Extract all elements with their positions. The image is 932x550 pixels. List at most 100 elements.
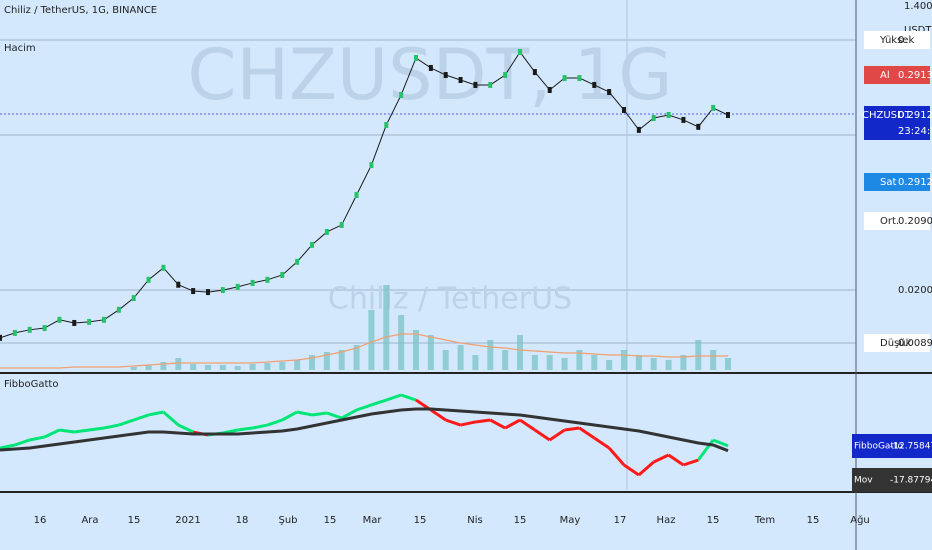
- volume-bar: [338, 350, 345, 370]
- candle: [324, 228, 329, 235]
- candle: [399, 91, 404, 98]
- volume-bar: [309, 355, 315, 370]
- volume-bar: [635, 355, 642, 370]
- fibbo-segment: [400, 393, 417, 402]
- volume-bar: [442, 350, 449, 370]
- candle: [131, 295, 136, 302]
- candle: [339, 221, 344, 228]
- candle: [146, 276, 151, 283]
- indicator-tag-value: -12.75847: [890, 442, 932, 452]
- price-tag-time: 23:24:50: [898, 126, 932, 137]
- volume-bar: [546, 355, 553, 370]
- fibbo-segment: [578, 426, 596, 440]
- candle: [27, 326, 32, 333]
- fibbo-segment: [519, 418, 536, 432]
- candle: [102, 316, 106, 323]
- price-tag-bg: [864, 334, 930, 352]
- candle: [443, 72, 448, 79]
- fibbo-segment: [59, 428, 75, 434]
- volume-bar: [145, 365, 152, 370]
- candle: [636, 126, 641, 133]
- fibbo-segment: [237, 426, 253, 432]
- price-tag-name: Düşük: [880, 338, 912, 349]
- price-tag-bg: [864, 106, 930, 140]
- price-tag-name: Al: [880, 70, 890, 81]
- volume-bar: [502, 350, 509, 370]
- candle: [280, 271, 285, 278]
- fibbo-segment: [222, 428, 239, 435]
- volume-bar: [457, 345, 464, 370]
- candle: [295, 258, 300, 265]
- fibbo-segment: [356, 403, 372, 412]
- fibbo-segment: [682, 458, 699, 467]
- price-tag-bg: [864, 66, 930, 84]
- time-label: Tem: [754, 515, 775, 526]
- fibbo-segment: [653, 453, 670, 464]
- candle: [369, 162, 374, 169]
- candle: [176, 281, 181, 288]
- candle: [577, 75, 582, 82]
- time-label: 15: [807, 515, 820, 526]
- fibbo-segment: [281, 410, 298, 422]
- mov-line: [0, 407, 729, 453]
- volume-bar: [561, 358, 568, 370]
- fibbo-segment: [608, 447, 626, 466]
- time-label: 2021: [175, 515, 200, 526]
- axis-top: 1.40000: [904, 1, 932, 12]
- candle: [116, 306, 121, 313]
- candle: [250, 279, 255, 286]
- fibbo-segment: [460, 420, 476, 427]
- candle: [518, 49, 522, 56]
- price-tag-name: Sat: [880, 177, 896, 188]
- fibbo-segment: [712, 438, 729, 448]
- indicator-label: FibboGatto: [4, 379, 58, 390]
- fibbo-segment: [430, 408, 447, 422]
- fibbo-segment: [177, 423, 194, 434]
- fibbo-segment: [667, 453, 685, 467]
- time-label: 15: [707, 515, 720, 526]
- volume-bar: [413, 330, 419, 370]
- time-label: Ara: [81, 515, 98, 526]
- fibbo-segment: [29, 435, 45, 442]
- candle: [503, 72, 508, 79]
- fibbo-segment: [252, 423, 268, 430]
- candle: [265, 276, 270, 283]
- price-tag-value: 0.: [898, 35, 908, 46]
- volume-bar: [695, 340, 702, 370]
- fibbo-segment: [266, 418, 283, 427]
- fibbo-segment: [296, 410, 313, 417]
- volume-bar: [160, 362, 167, 370]
- candle: [592, 81, 597, 88]
- price-tag-name: Yüksek: [879, 35, 914, 46]
- fibbo-segment: [133, 413, 150, 422]
- time-label: Mar: [363, 515, 383, 526]
- candle: [384, 121, 389, 128]
- candle: [87, 318, 92, 325]
- time-label: Haz: [657, 515, 676, 526]
- candle: [161, 264, 166, 271]
- price-line: [0, 51, 729, 339]
- volume-label: Hacim: [4, 43, 36, 54]
- candle: [458, 77, 463, 84]
- candle: [414, 54, 418, 61]
- fibbo-segment: [370, 398, 387, 407]
- price-tag-value: 0.29135: [898, 70, 932, 81]
- candle: [191, 288, 196, 295]
- fibbo-segment: [43, 428, 61, 439]
- price-tag-value: 0.02000: [898, 285, 932, 296]
- candle: [310, 241, 314, 248]
- price-tag-name: Ort.: [880, 216, 899, 227]
- fibbo-segment: [564, 426, 580, 432]
- candle: [696, 123, 701, 130]
- candle: [42, 325, 47, 332]
- fibbo-segment: [623, 463, 640, 477]
- fibbo-segment: [341, 408, 358, 420]
- candle: [354, 191, 359, 198]
- fibbo-segment: [445, 418, 462, 427]
- candle: [488, 81, 493, 88]
- watermark-sub: Chiliz / TetherUS: [328, 282, 572, 317]
- candle: [547, 86, 552, 93]
- volume-bar: [710, 350, 717, 370]
